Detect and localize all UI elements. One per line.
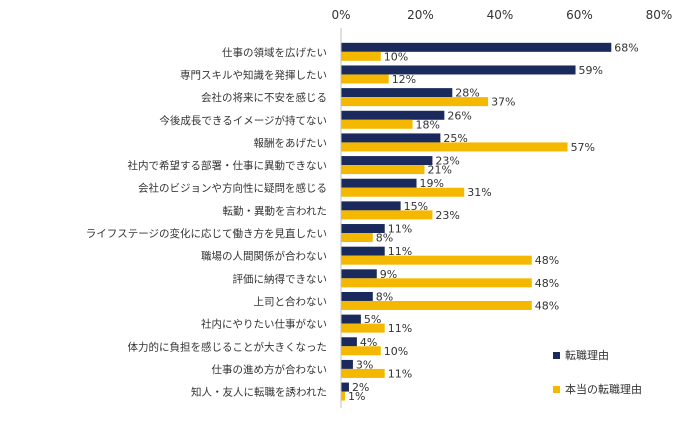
data-label: 19% xyxy=(420,177,444,190)
bar-tenshoku-riyu xyxy=(341,110,445,120)
legend-label: 本当の転職理由 xyxy=(565,382,642,396)
legend-label: 転職理由 xyxy=(565,348,609,362)
bar-honto-no-riyu xyxy=(341,210,433,220)
bar-honto-no-riyu xyxy=(341,278,532,288)
data-label: 10% xyxy=(384,50,408,63)
x-tick-label: 20% xyxy=(407,8,434,22)
data-label: 3% xyxy=(356,358,373,371)
category-label: 上司と合わない xyxy=(254,295,328,308)
data-label: 28% xyxy=(455,87,479,100)
bar-honto-no-riyu xyxy=(341,142,568,152)
bar-honto-no-riyu xyxy=(341,391,345,401)
legend-swatch xyxy=(553,352,560,359)
bar-honto-no-riyu xyxy=(341,74,389,84)
category-label: 専門スキルや知識を発揮したい xyxy=(180,68,327,81)
category-label: 知人・友人に転職を誘われた xyxy=(191,386,327,399)
bar-honto-no-riyu xyxy=(341,346,381,356)
category-label: 転勤・異動を言われた xyxy=(223,204,327,217)
bar-honto-no-riyu xyxy=(341,119,413,129)
bar-honto-no-riyu xyxy=(341,300,532,310)
data-label: 48% xyxy=(535,254,559,267)
data-label: 48% xyxy=(535,277,559,290)
category-label: 報酬をあげたい xyxy=(254,137,328,149)
category-label: 会社のビジョンや方向性に疑問を感じる xyxy=(138,182,327,195)
data-label: 8% xyxy=(376,232,393,245)
category-label: 会社の将来に不安を感じる xyxy=(201,91,327,104)
bar-honto-no-riyu xyxy=(341,165,425,175)
bar-honto-no-riyu xyxy=(341,368,385,378)
bar-tenshoku-riyu xyxy=(341,65,576,75)
data-label: 48% xyxy=(535,299,559,312)
data-label: 23% xyxy=(435,209,459,222)
bar-tenshoku-riyu xyxy=(341,246,385,256)
bar-honto-no-riyu xyxy=(341,323,385,333)
data-label: 26% xyxy=(447,109,471,122)
bar-tenshoku-riyu xyxy=(341,156,433,166)
legend-swatch xyxy=(553,386,560,393)
data-label: 11% xyxy=(388,245,412,258)
data-label: 59% xyxy=(579,64,603,77)
bar-honto-no-riyu xyxy=(341,97,489,107)
bar-tenshoku-riyu xyxy=(341,359,353,369)
data-label: 25% xyxy=(443,132,467,145)
data-label: 4% xyxy=(360,336,377,349)
data-label: 37% xyxy=(491,96,515,109)
data-label: 2% xyxy=(352,381,369,394)
data-label: 12% xyxy=(392,73,416,86)
bar-tenshoku-riyu xyxy=(341,201,401,211)
x-tick-label: 80% xyxy=(646,8,673,22)
data-label: 57% xyxy=(571,141,595,154)
bar-honto-no-riyu xyxy=(341,233,373,243)
bar-tenshoku-riyu xyxy=(341,178,417,188)
bar-tenshoku-riyu xyxy=(341,133,441,143)
bar-tenshoku-riyu xyxy=(341,224,385,234)
x-tick-label: 0% xyxy=(331,8,350,22)
bar-tenshoku-riyu xyxy=(341,42,612,52)
bar-tenshoku-riyu xyxy=(341,88,453,98)
category-label: 今後成長できるイメージが持てない xyxy=(159,114,327,127)
bar-tenshoku-riyu xyxy=(341,337,357,347)
bar-honto-no-riyu xyxy=(341,187,465,197)
category-label: ライフステージの変化に応じて働き方を見直したい xyxy=(86,227,327,240)
bar-tenshoku-riyu xyxy=(341,382,349,392)
data-label: 9% xyxy=(380,268,397,281)
category-label: 仕事の領域を広げたい xyxy=(222,46,327,59)
bar-honto-no-riyu xyxy=(341,255,532,265)
category-label: 体力的に負担を感じることが大きくなった xyxy=(128,340,328,353)
category-label: 社内で希望する部署・仕事に異動できない xyxy=(128,159,328,172)
bar-tenshoku-riyu xyxy=(341,314,361,324)
data-label: 8% xyxy=(376,290,393,303)
category-label: 仕事の進め方が合わない xyxy=(212,363,328,376)
data-label: 11% xyxy=(388,223,412,236)
x-tick-label: 40% xyxy=(487,8,514,22)
data-label: 10% xyxy=(384,345,408,358)
data-label: 11% xyxy=(388,367,412,380)
data-label: 21% xyxy=(427,164,451,177)
category-label: 評価に納得できない xyxy=(233,272,328,285)
category-label: 職場の人間関係が合わない xyxy=(201,250,327,263)
bar-tenshoku-riyu xyxy=(341,269,377,279)
bar-honto-no-riyu xyxy=(341,51,381,61)
category-label: 社内にやりたい仕事がない xyxy=(201,318,327,331)
data-label: 11% xyxy=(388,322,412,335)
x-tick-label: 60% xyxy=(566,8,593,22)
data-label: 31% xyxy=(467,186,491,199)
data-label: 5% xyxy=(364,313,381,326)
data-label: 23% xyxy=(435,155,459,168)
data-label: 15% xyxy=(404,200,428,213)
data-label: 68% xyxy=(614,41,638,54)
data-label: 1% xyxy=(348,390,365,403)
data-label: 18% xyxy=(416,118,440,131)
bar-tenshoku-riyu xyxy=(341,291,373,301)
